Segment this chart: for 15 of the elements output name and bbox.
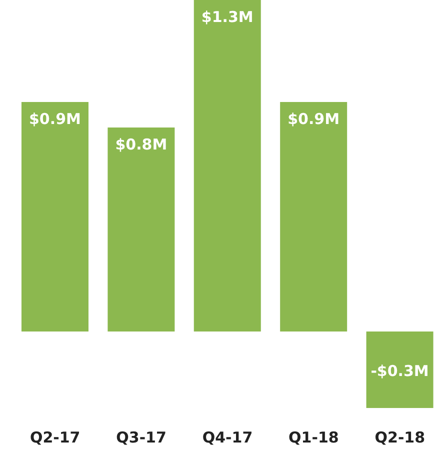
bar: [280, 102, 348, 332]
bar: [21, 102, 88, 332]
x-tick-label: Q3-17: [116, 428, 166, 447]
data-label: -$0.3M: [370, 362, 429, 380]
bar: [366, 332, 434, 408]
bar: [108, 128, 175, 332]
x-tick-label: Q4-17: [202, 428, 253, 447]
x-tick-label: Q2-17: [30, 428, 80, 447]
data-label: $0.9M: [288, 110, 340, 128]
data-label: $0.9M: [29, 110, 81, 128]
x-tick-label: Q1-18: [288, 428, 339, 447]
bar: [194, 0, 261, 332]
data-label: $1.3M: [201, 8, 254, 26]
x-tick-label: Q2-18: [374, 428, 426, 447]
data-label: $0.8M: [115, 136, 168, 154]
